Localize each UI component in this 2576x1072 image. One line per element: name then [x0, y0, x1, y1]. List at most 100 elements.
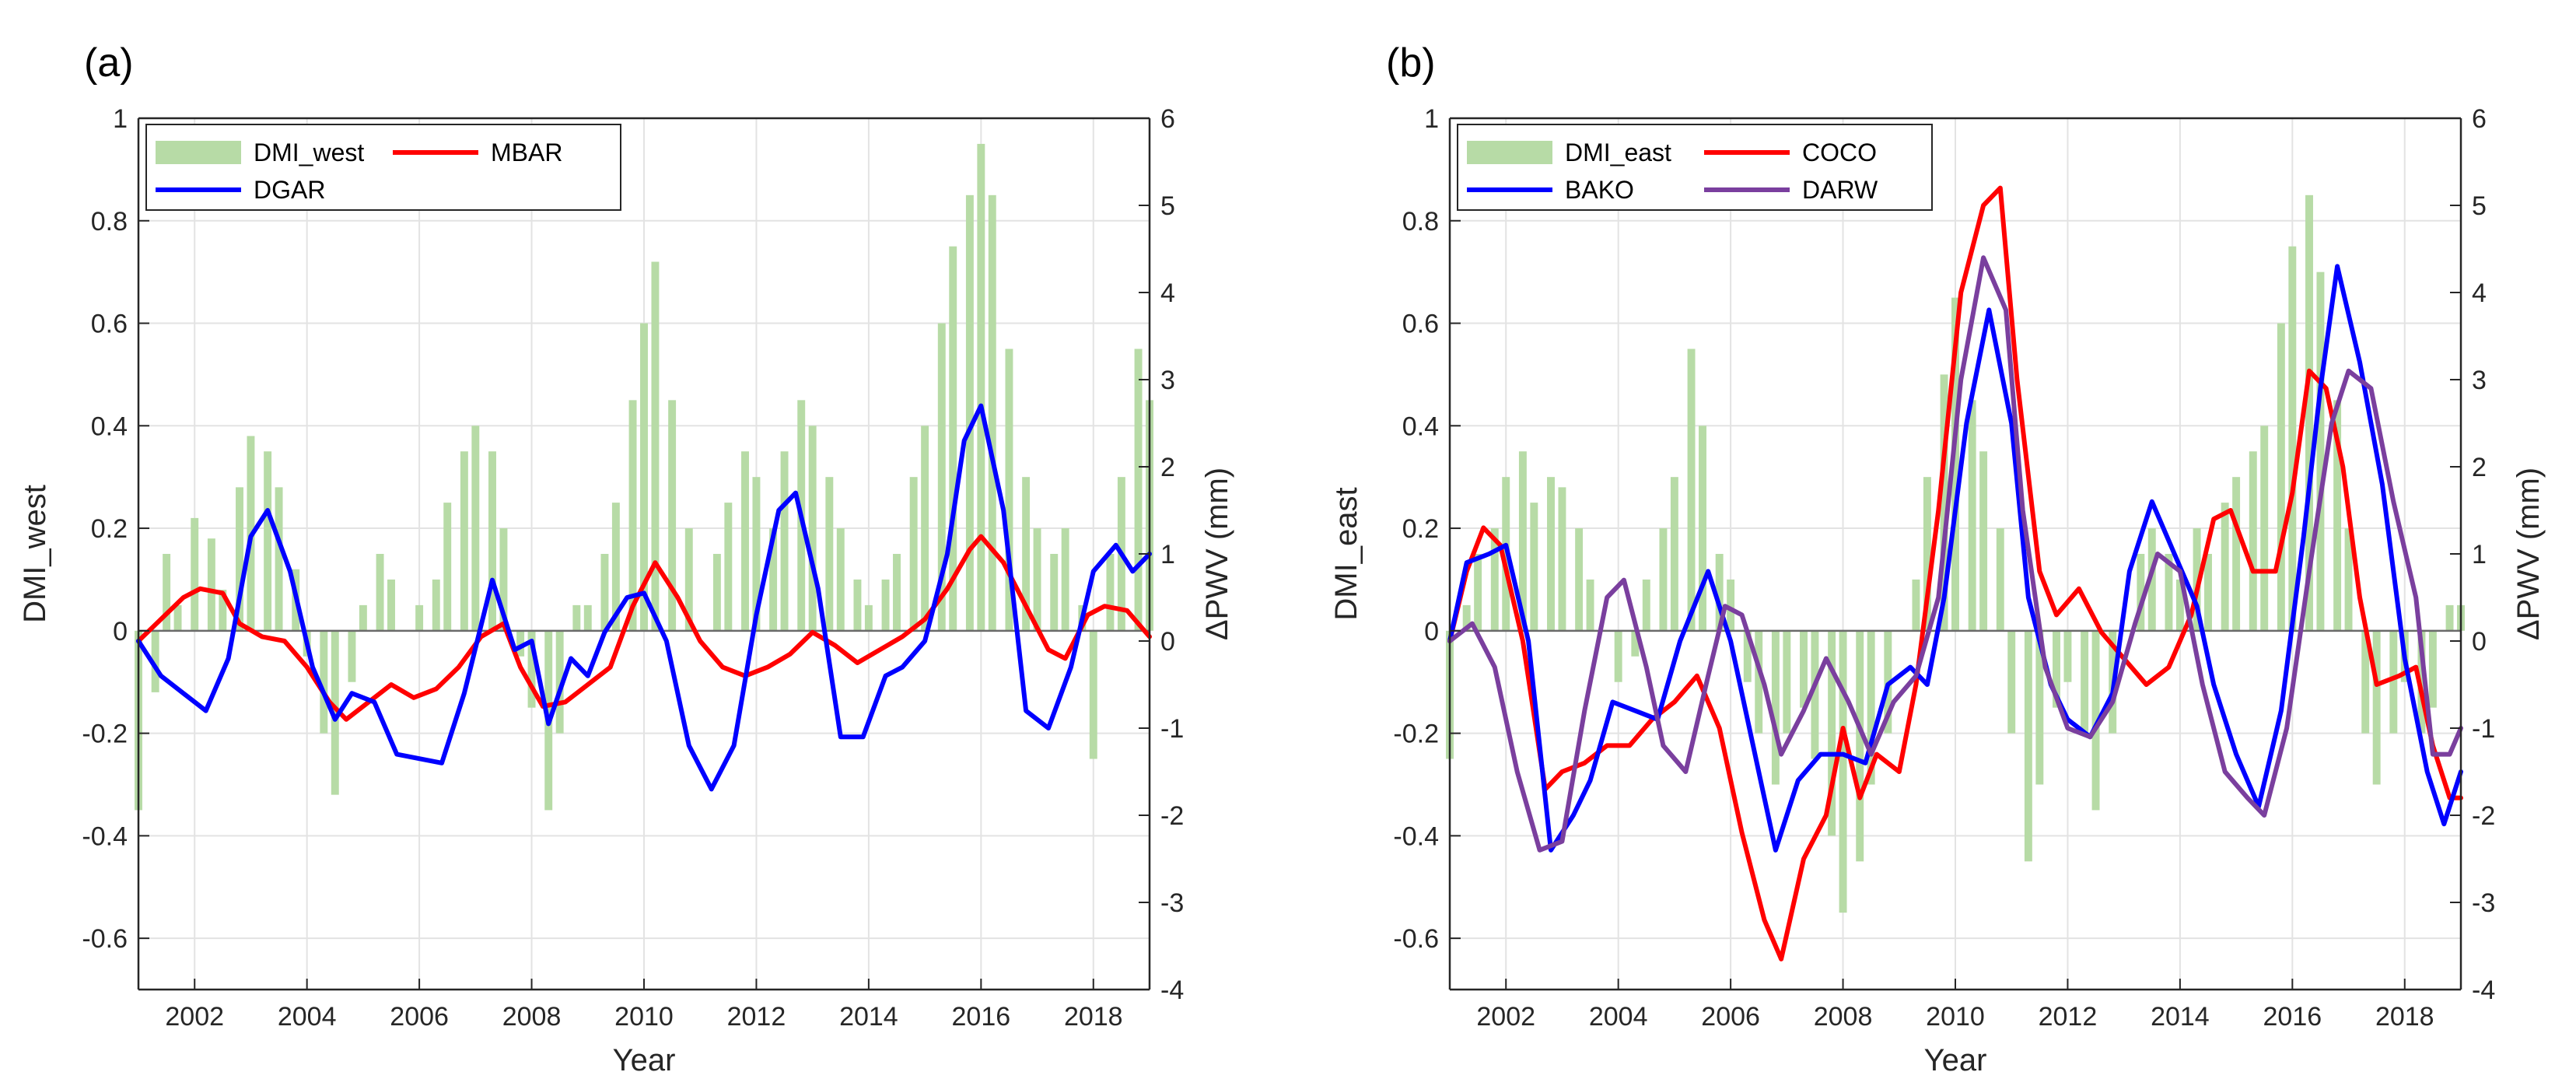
bar [163, 554, 171, 631]
bar [724, 503, 733, 631]
bar [712, 554, 721, 631]
bar [2137, 554, 2145, 631]
panel-b: (b)2002 2004 2006 2008 2010 2012 2014 2016 2018-… [1329, 40, 2546, 1072]
bar [443, 503, 452, 631]
bar [684, 528, 693, 631]
bar [1687, 349, 1696, 631]
bar [864, 604, 873, 631]
legend: DMI_west MBAR DGAR [145, 124, 621, 211]
bar [1462, 604, 1471, 631]
bar [1530, 503, 1538, 631]
y-left-tick-label: 0.6 [1402, 310, 1439, 339]
x-tick-label: 2006 [1701, 1002, 1760, 1032]
bar [415, 604, 424, 631]
bar [752, 477, 761, 631]
bar [1089, 630, 1097, 759]
bar [2193, 528, 2201, 631]
bar [2221, 503, 2229, 631]
y-right-tick-label: 0 [1160, 627, 1175, 657]
legend-label-DMI_east: DMI_east [1565, 138, 1671, 166]
bar [583, 604, 592, 631]
bar [2305, 194, 2313, 631]
bar [1996, 528, 2004, 631]
bar [600, 554, 609, 631]
bar [1474, 554, 1482, 631]
x-tick-label: 2012 [2039, 1002, 2098, 1032]
bar [1134, 349, 1143, 631]
bar [2091, 630, 2100, 811]
y-left-tick-label: -0.6 [1393, 924, 1439, 954]
bar [1670, 477, 1678, 631]
y-right-tick-label: -1 [1160, 714, 1184, 744]
bar [909, 477, 918, 631]
y-right-tick-label: -3 [2472, 888, 2495, 918]
bar [555, 630, 564, 734]
x-tick-label: 2008 [502, 1002, 562, 1032]
y-right-tick-label: 6 [1160, 104, 1175, 134]
legend-label-COCO: COCO [1802, 138, 1877, 166]
bar [236, 487, 243, 631]
x-tick-label: 2006 [390, 1002, 449, 1032]
bar [1979, 451, 1988, 631]
y-right-tick-label: 0 [2472, 627, 2487, 657]
bar [1642, 579, 1650, 631]
y-left-tick-label: 1 [113, 104, 128, 134]
y-left-tick-label: 1 [1424, 104, 1439, 134]
x-tick-label: 2018 [2375, 1002, 2434, 1032]
bar [780, 451, 789, 631]
legend-swatch-DMI_west [156, 141, 241, 164]
bar [741, 451, 749, 631]
bar [2024, 630, 2032, 862]
bar [1783, 630, 1791, 734]
bar [2344, 528, 2353, 631]
series-line-DGAR [136, 403, 1152, 792]
legend-box [1457, 124, 1933, 211]
x-tick-label: 2010 [1926, 1002, 1985, 1032]
bar [1005, 349, 1013, 631]
y-left-tick-label: 0.4 [1402, 412, 1439, 441]
y-left-tick-label: 0.6 [91, 310, 128, 339]
y-right-tick-label: 4 [2472, 279, 2487, 308]
legend-box [145, 124, 621, 211]
bar [893, 554, 901, 631]
bar [2361, 630, 2370, 734]
bar [2316, 272, 2325, 631]
bar [1022, 477, 1031, 631]
bar [2428, 630, 2437, 708]
bar [2147, 528, 2156, 631]
bar [2277, 323, 2285, 631]
bar [611, 503, 620, 631]
legend-label-DMI_west: DMI_west [254, 138, 364, 166]
y-right-tick-label: -3 [1160, 888, 1184, 918]
series-line-MBAR [136, 534, 1152, 722]
legend-label-BAKO: BAKO [1565, 176, 1634, 204]
bar [2260, 426, 2269, 631]
y-right-tick-label: -4 [2472, 976, 2495, 1005]
x-tick-label: 2018 [1064, 1002, 1123, 1032]
bar [488, 451, 496, 631]
panel-label: (a) [84, 40, 134, 86]
x-tick-label: 2002 [165, 1002, 224, 1032]
bar [1828, 630, 1836, 836]
bar [1811, 630, 1819, 759]
bar [219, 590, 227, 631]
bar [2417, 630, 2426, 734]
x-tick-label: 2008 [1814, 1002, 1873, 1032]
bar [1699, 426, 1706, 631]
bar [572, 604, 581, 631]
bar [1856, 630, 1864, 862]
bar [921, 426, 929, 631]
series-line-BAKO [1447, 264, 2463, 853]
bar [1575, 528, 1584, 631]
bar [499, 528, 508, 631]
legend-label-MBAR: MBAR [491, 138, 562, 166]
bar [2007, 630, 2016, 734]
bar [1923, 477, 1931, 631]
y-left-tick-label: -0.4 [1393, 822, 1439, 851]
bar [2053, 630, 2060, 708]
x-tick-label: 2012 [727, 1002, 786, 1032]
y-right-tick-label: 3 [1160, 366, 1175, 395]
bar [1755, 630, 1763, 734]
bar [977, 143, 985, 631]
